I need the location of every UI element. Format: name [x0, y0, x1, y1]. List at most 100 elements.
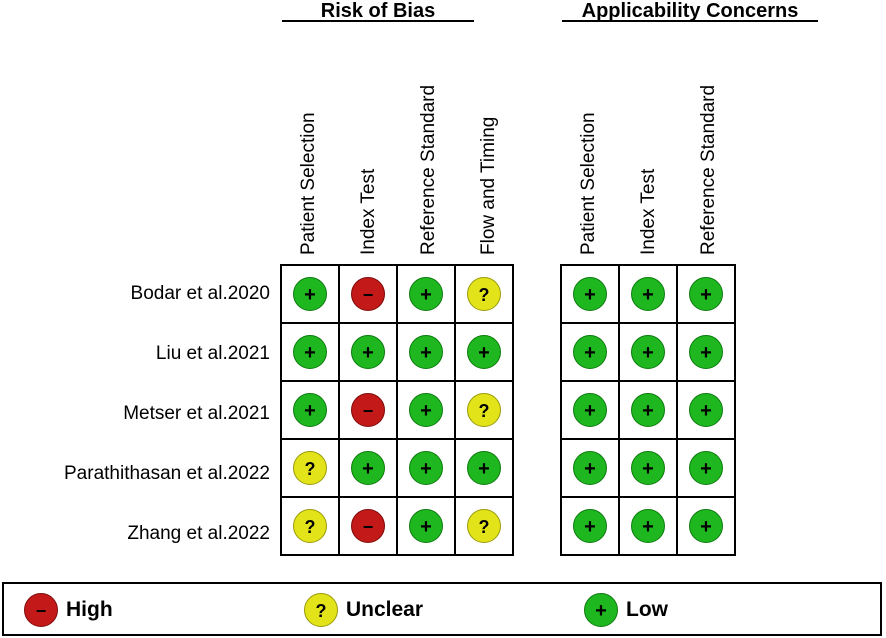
- column-label: Reference Standard: [698, 84, 719, 255]
- unclear-risk-icon: ?: [467, 509, 501, 543]
- low-risk-icon: +: [573, 335, 607, 369]
- table-row: ? − +?: [280, 496, 514, 556]
- low-risk-icon: +: [409, 451, 443, 485]
- low-risk-icon: +: [409, 393, 443, 427]
- study-label: Metser et al.2021: [123, 403, 270, 424]
- grid-cell: +: [280, 322, 340, 382]
- grid-cell: +: [560, 322, 620, 382]
- unclear-risk-icon: ?: [304, 593, 338, 627]
- low-risk-icon: +: [689, 451, 723, 485]
- grid-cell: +: [676, 496, 736, 556]
- column-label: Patient Selection: [578, 112, 599, 255]
- grid-cell: +: [560, 264, 620, 324]
- table-row: + + +: [560, 322, 736, 382]
- table-row: + + +: [560, 264, 736, 324]
- grid-cell: +: [618, 496, 678, 556]
- unclear-risk-icon: ?: [293, 509, 327, 543]
- grid-cell: +: [396, 264, 456, 324]
- unclear-risk-icon: ?: [293, 451, 327, 485]
- grid-cell: −: [338, 264, 398, 324]
- column-label: Reference Standard: [418, 84, 439, 255]
- grid-cell: +: [560, 380, 620, 440]
- low-risk-icon: +: [293, 277, 327, 311]
- low-risk-icon: +: [293, 335, 327, 369]
- grid-cell: +: [560, 438, 620, 498]
- column-label: Patient Selection: [298, 112, 319, 255]
- grid-cell: +: [338, 322, 398, 382]
- legend-label-high: High: [66, 598, 113, 621]
- grid-cell: +: [676, 438, 736, 498]
- low-risk-icon: +: [573, 451, 607, 485]
- grid-cell: +: [280, 264, 340, 324]
- grid-cell: ?: [454, 380, 514, 440]
- table-row: + + + +: [280, 322, 514, 382]
- high-risk-icon: −: [351, 509, 385, 543]
- legend-item-low: + Low: [584, 592, 668, 628]
- grid-cell: ?: [280, 438, 340, 498]
- risk-of-bias-grid: + − +? + + + + + − +?? + + +? − +?: [280, 264, 514, 556]
- legend-label-low: Low: [626, 598, 668, 621]
- legend-item-unclear: ? Unclear: [304, 592, 423, 628]
- column-label: Index Test: [638, 168, 659, 255]
- grid-cell: +: [618, 438, 678, 498]
- grid-cell: +: [676, 264, 736, 324]
- low-risk-icon: +: [409, 335, 443, 369]
- grid-cell: −: [338, 496, 398, 556]
- grid-cell: +: [396, 380, 456, 440]
- grid-cell: +: [560, 496, 620, 556]
- table-row: + − +?: [280, 380, 514, 440]
- column-label: Flow and Timing: [478, 116, 499, 255]
- legend-label-unclear: Unclear: [346, 598, 424, 621]
- study-label: Liu et al.2021: [155, 343, 270, 364]
- table-row: + + +: [560, 380, 736, 440]
- grid-cell: +: [676, 380, 736, 440]
- legend-item-high: − High: [24, 592, 113, 628]
- unclear-risk-icon: ?: [467, 393, 501, 427]
- low-risk-icon: +: [631, 277, 665, 311]
- grid-cell: ?: [280, 496, 340, 556]
- low-risk-icon: +: [573, 393, 607, 427]
- low-risk-icon: +: [584, 593, 618, 627]
- applicability-grid: + + + + + + + + + + + + + + +: [560, 264, 736, 556]
- grid-cell: +: [618, 322, 678, 382]
- grid-cell: +: [396, 322, 456, 382]
- unclear-risk-icon: ?: [467, 277, 501, 311]
- grid-cell: ?: [454, 264, 514, 324]
- low-risk-icon: +: [631, 335, 665, 369]
- table-row: + + +: [560, 438, 736, 498]
- grid-cell: ?: [454, 496, 514, 556]
- study-label: Parathithasan et al.2022: [64, 463, 270, 484]
- grid-cell: +: [396, 496, 456, 556]
- low-risk-icon: +: [467, 335, 501, 369]
- low-risk-icon: +: [351, 451, 385, 485]
- grid-cell: +: [618, 380, 678, 440]
- low-risk-icon: +: [631, 451, 665, 485]
- low-risk-icon: +: [689, 509, 723, 543]
- legend: − High ? Unclear + Low: [2, 582, 882, 636]
- grid-cell: +: [396, 438, 456, 498]
- low-risk-icon: +: [573, 509, 607, 543]
- high-risk-icon: −: [351, 277, 385, 311]
- low-risk-icon: +: [689, 277, 723, 311]
- group-title-risk-of-bias: Risk of Bias: [282, 0, 474, 22]
- table-row: + − +?: [280, 264, 514, 324]
- low-risk-icon: +: [689, 335, 723, 369]
- low-risk-icon: +: [631, 509, 665, 543]
- study-label: Bodar et al.2020: [130, 283, 270, 304]
- grid-cell: +: [454, 322, 514, 382]
- low-risk-icon: +: [351, 335, 385, 369]
- grid-cell: +: [454, 438, 514, 498]
- table-row: + + +: [560, 496, 736, 556]
- group-title-applicability: Applicability Concerns: [562, 0, 818, 22]
- low-risk-icon: +: [467, 451, 501, 485]
- grid-cell: +: [338, 438, 398, 498]
- low-risk-icon: +: [293, 393, 327, 427]
- grid-cell: −: [338, 380, 398, 440]
- table-row: ? + + +: [280, 438, 514, 498]
- high-risk-icon: −: [24, 593, 58, 627]
- high-risk-icon: −: [351, 393, 385, 427]
- low-risk-icon: +: [409, 509, 443, 543]
- column-label: Index Test: [358, 168, 379, 255]
- low-risk-icon: +: [631, 393, 665, 427]
- grid-cell: +: [618, 264, 678, 324]
